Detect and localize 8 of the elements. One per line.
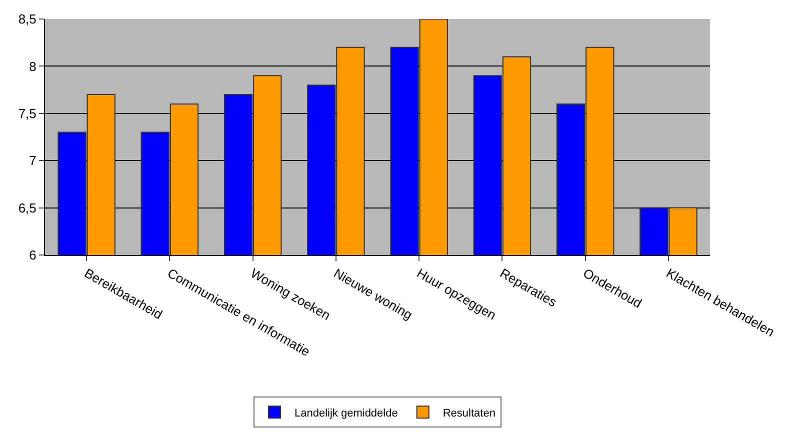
y-tick-label: 7,5: [18, 106, 36, 121]
legend-label: Resultaten: [442, 407, 496, 420]
legend-label: Landelijk gemiddelde: [294, 407, 398, 420]
y-tick-label: 6: [29, 248, 36, 263]
y-tick-label: 7: [29, 153, 36, 168]
y-tick-label: 8: [29, 58, 36, 74]
y-tick-label: 6,5: [18, 200, 36, 216]
y-tick-label: 8,5: [18, 12, 36, 27]
